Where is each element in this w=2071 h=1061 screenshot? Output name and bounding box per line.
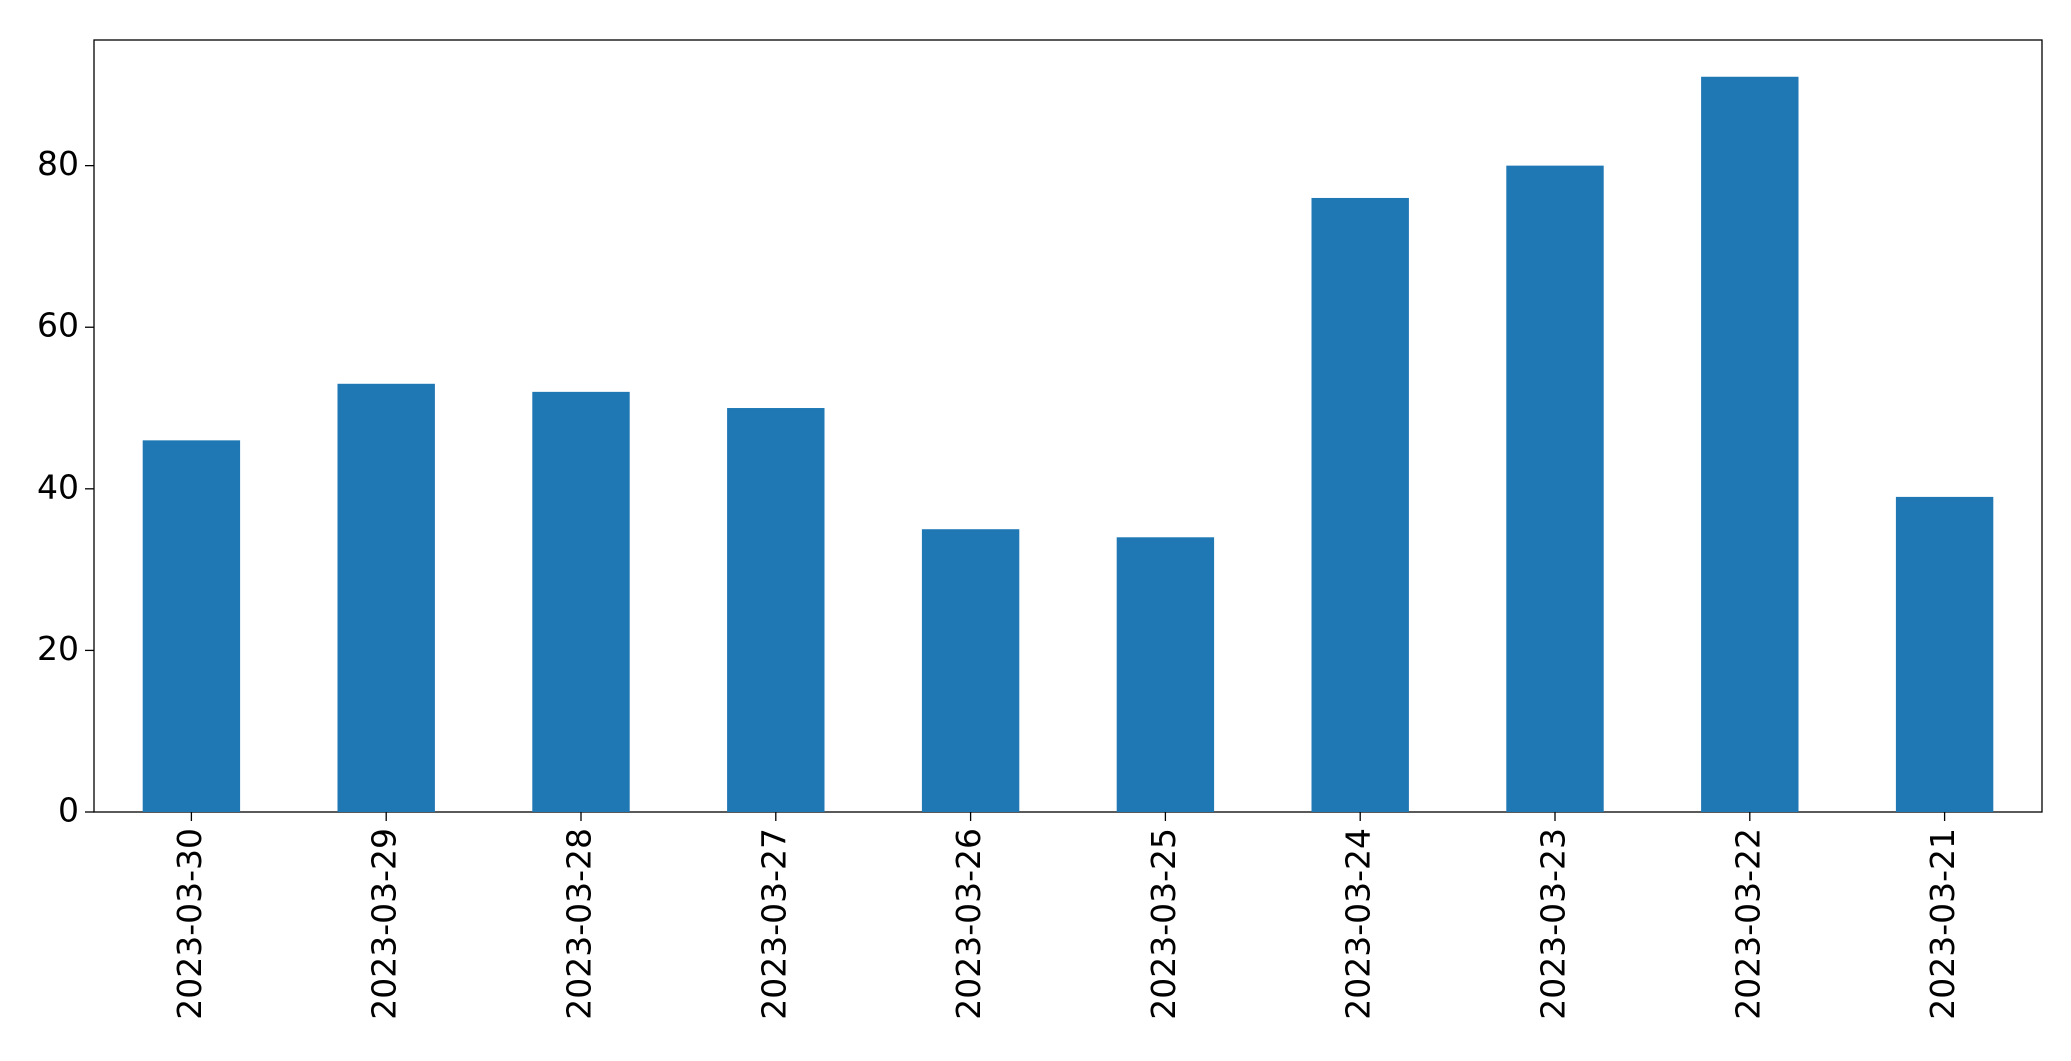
x-tick-label: 2023-03-26 xyxy=(949,828,988,1020)
y-tick-label: 80 xyxy=(37,144,79,183)
bar xyxy=(1311,197,1409,812)
x-tick-label: 2023-03-24 xyxy=(1339,828,1378,1020)
bar xyxy=(727,408,825,812)
bar xyxy=(921,529,1020,812)
x-tick-label: 2023-03-25 xyxy=(1144,828,1183,1020)
x-tick-label: 2023-03-27 xyxy=(754,828,793,1020)
y-tick-label: 60 xyxy=(37,306,79,345)
y-tick-label: 20 xyxy=(37,629,79,668)
x-tick-label: 2023-03-30 xyxy=(170,828,209,1020)
x-tick-label: 2023-03-22 xyxy=(1728,828,1767,1020)
bar xyxy=(1506,165,1604,812)
x-tick-label: 2023-03-21 xyxy=(1923,828,1962,1020)
bar xyxy=(1895,496,1994,812)
bar xyxy=(532,391,630,812)
x-tick-label: 2023-03-23 xyxy=(1534,828,1573,1020)
bar xyxy=(142,440,241,812)
y-tick-label: 0 xyxy=(58,791,79,830)
x-tick-label: 2023-03-29 xyxy=(365,828,404,1020)
bar xyxy=(1701,76,1799,812)
x-tick-label: 2023-03-28 xyxy=(560,828,599,1020)
y-tick-label: 40 xyxy=(37,467,79,506)
bar xyxy=(1116,537,1215,812)
plot-frame xyxy=(93,39,2043,813)
bar xyxy=(337,383,435,812)
